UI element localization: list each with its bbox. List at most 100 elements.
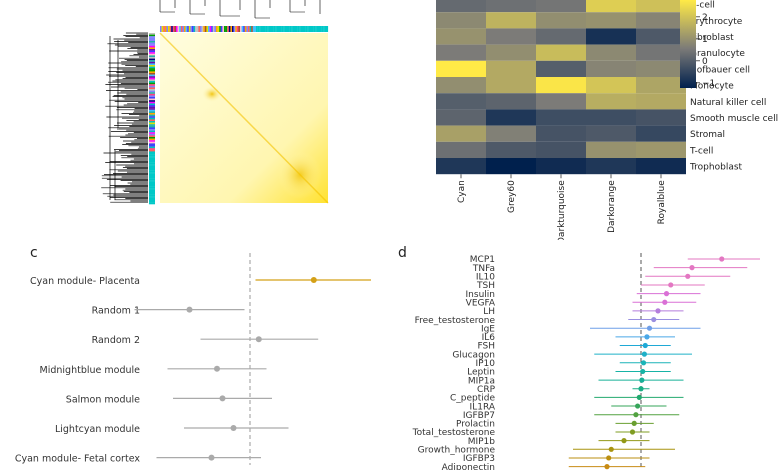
module-color-swatch <box>249 26 252 32</box>
module-color-swatch <box>193 26 196 32</box>
heatmap-cell <box>486 158 536 175</box>
module-color-swatch <box>276 26 279 32</box>
module-color-swatch <box>187 26 189 32</box>
module-color-swatch <box>188 26 191 32</box>
estimate-point <box>208 454 215 461</box>
module-color-swatch <box>211 26 213 32</box>
module-color-swatch <box>305 26 308 32</box>
row-label: Insulin <box>466 290 495 300</box>
module-color-swatch <box>149 146 155 149</box>
module-color-swatch <box>149 44 155 46</box>
module-color-swatch <box>149 100 155 102</box>
module-color-swatch <box>204 26 207 32</box>
module-color-swatch <box>149 37 155 40</box>
module-color-swatch <box>196 26 199 32</box>
module-color-swatch <box>149 79 155 82</box>
module-color-swatch <box>149 199 155 202</box>
module-color-swatch <box>149 161 155 163</box>
module-color-swatch <box>299 26 301 32</box>
module-color-swatch <box>149 89 155 91</box>
module-color-swatch <box>307 26 309 32</box>
module-color-swatch <box>149 116 155 118</box>
module-color-swatch <box>149 193 155 195</box>
module-color-swatch <box>284 26 287 32</box>
module-color-swatch <box>201 26 204 32</box>
module-color-swatch <box>240 26 242 32</box>
row-label: Erythrocyte <box>690 17 743 27</box>
module-color-swatch <box>216 26 218 32</box>
module-color-swatch <box>149 84 155 86</box>
row-label: Salmon module <box>66 394 140 405</box>
module-color-swatch <box>149 77 155 80</box>
heatmap-cell <box>586 28 636 45</box>
heatmap-cell <box>486 0 536 13</box>
module-color-swatch <box>149 188 155 190</box>
module-color-swatch <box>302 26 305 32</box>
module-color-swatch <box>268 26 271 32</box>
module-color-swatch <box>233 26 236 32</box>
row-label: Hofbauer cell <box>690 65 750 75</box>
module-color-swatch <box>149 162 155 165</box>
module-color-swatch <box>149 196 155 198</box>
module-color-swatch <box>149 143 155 146</box>
module-color-swatch <box>149 69 155 72</box>
module-color-swatch <box>251 26 253 32</box>
heatmap-cell <box>486 60 536 77</box>
module-color-swatch <box>149 109 155 112</box>
row-label: Total_testosterone <box>412 428 496 438</box>
heatmap-cell <box>636 12 686 29</box>
forest-plot-c: c Cyan module- Placenta Random 1 Random 2 M… <box>15 245 371 465</box>
module-color-swatch <box>209 26 212 32</box>
celltype-heatmap-panel: B-cell Erythrocyte Fibroblast Granulocyte Ho… <box>436 0 778 240</box>
module-color-swatch <box>149 68 155 70</box>
module-color-swatch <box>320 26 322 32</box>
heatmap-diagonal <box>159 32 329 204</box>
module-color-swatch <box>273 26 276 32</box>
heatmap-cell <box>586 158 636 175</box>
module-color-swatch <box>164 26 167 32</box>
module-color-swatch <box>280 26 282 32</box>
heatmap-cell <box>536 77 586 94</box>
row-label: Free_testosterone <box>415 316 496 326</box>
module-color-swatch <box>149 117 155 120</box>
row-label: MCP1 <box>470 255 495 265</box>
row-label: TNFa <box>472 264 495 274</box>
module-color-swatch <box>304 26 306 32</box>
module-color-swatch <box>278 26 281 32</box>
module-color-swatch <box>190 26 193 32</box>
module-color-swatch <box>149 125 155 128</box>
module-color-swatch <box>149 47 155 50</box>
heatmap-cell <box>636 141 686 158</box>
heatmap-cell <box>436 77 486 94</box>
module-color-swatch <box>149 49 155 51</box>
heatmap-cell <box>586 93 636 110</box>
module-color-swatch <box>244 26 247 32</box>
module-color-swatch <box>149 132 155 134</box>
module-color-swatch <box>149 81 155 83</box>
module-color-swatch <box>149 106 155 109</box>
module-color-swatch <box>149 121 155 123</box>
heatmap-cell <box>586 109 636 126</box>
heatmap-cell <box>436 44 486 61</box>
module-color-swatch <box>292 26 295 32</box>
estimate-point <box>638 386 644 392</box>
heatmap-cell <box>586 12 636 29</box>
panel-label-c: c <box>30 245 38 261</box>
module-color-swatch <box>149 202 155 205</box>
legend-tick-label: 0 <box>702 57 708 67</box>
module-color-swatch <box>149 122 155 125</box>
module-color-swatch <box>149 191 155 194</box>
estimate-point <box>655 308 661 314</box>
heatmap-cell <box>536 158 586 175</box>
row-label: Growth_hormone <box>418 446 496 456</box>
module-color-swatch <box>232 26 234 32</box>
module-color-swatch <box>323 26 325 32</box>
estimate-point <box>629 429 636 435</box>
module-color-swatch <box>257 26 260 32</box>
module-color-swatch <box>149 173 155 176</box>
heatmap-cell <box>536 0 586 13</box>
row-label: TSH <box>476 281 495 291</box>
row-label: Granulocyte <box>690 49 745 59</box>
row-label: Natural killer cell <box>690 98 766 108</box>
row-label: Smooth muscle cell <box>690 114 778 124</box>
